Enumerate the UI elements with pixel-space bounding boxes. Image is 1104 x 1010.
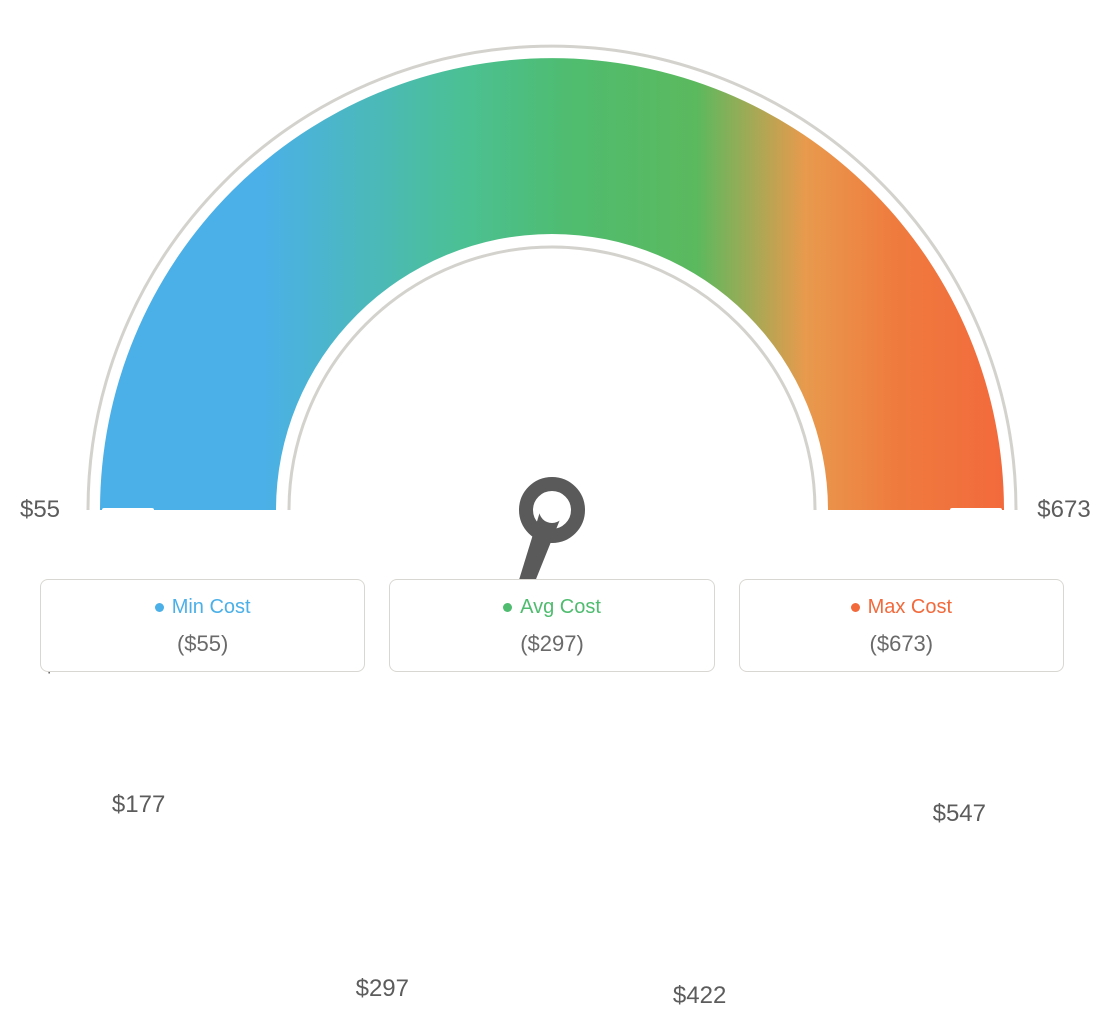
legend-label: Min Cost [172,596,251,619]
legend-card-max: Max Cost ($673) [739,579,1064,672]
legend-title: Min Cost [155,596,251,619]
legend-row: Min Cost ($55) Avg Cost ($297) Max Cost ($673… [0,579,1104,672]
legend-dot-icon [155,603,164,612]
legend-card-avg: Avg Cost ($297) [389,579,714,672]
legend-value: ($55) [41,631,364,657]
legend-title: Avg Cost [503,596,601,619]
legend-label: Avg Cost [520,596,601,619]
legend-dot-icon [503,603,512,612]
gauge-svg [0,20,1104,580]
gauge-chart: $55$116$177$297$422$547$673 [0,0,1104,560]
legend-dot-icon [851,603,860,612]
legend-label: Max Cost [868,596,952,619]
gauge-tick-label: $547 [933,800,986,828]
legend-title: Max Cost [851,596,952,619]
gauge-tick-label: $422 [673,982,726,1010]
gauge-tick-label: $673 [1037,496,1090,524]
gauge-tick-label: $177 [112,791,165,819]
gauge-tick-label: $55 [20,496,60,524]
legend-value: ($673) [740,631,1063,657]
legend-value: ($297) [390,631,713,657]
legend-card-min: Min Cost ($55) [40,579,365,672]
gauge-tick-label: $297 [356,975,409,1003]
